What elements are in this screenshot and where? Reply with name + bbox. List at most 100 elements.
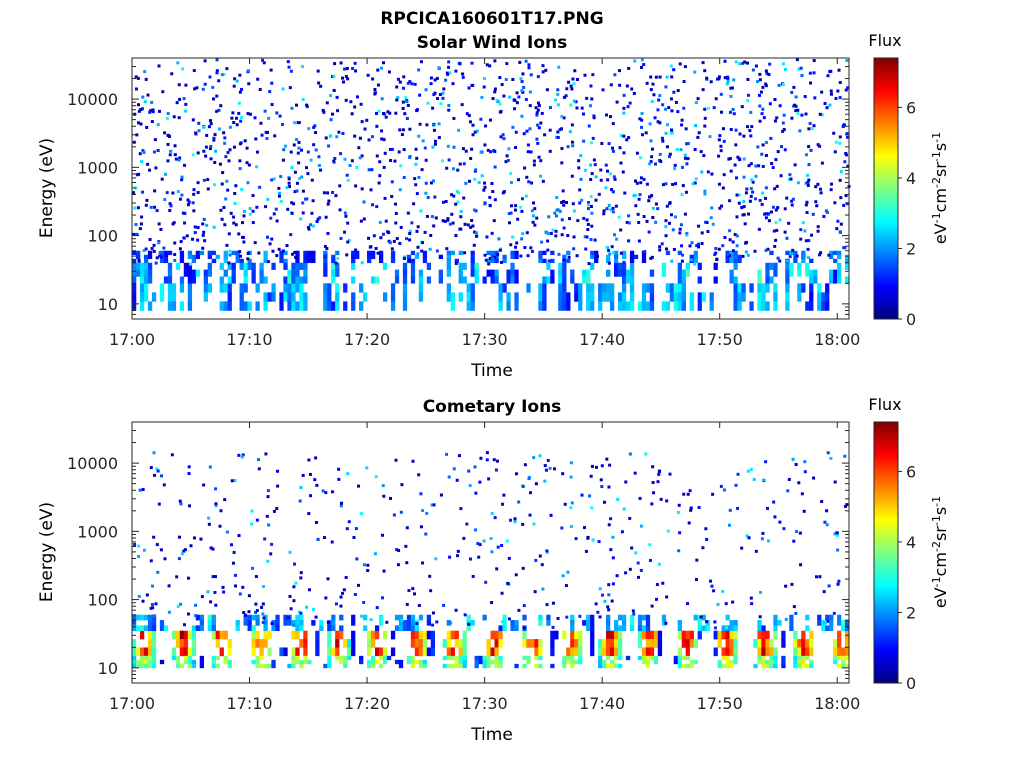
spectrogram-cell	[483, 77, 486, 81]
spectrogram-cell	[209, 600, 213, 604]
spectrogram-cell	[290, 106, 294, 110]
spectrogram-cell	[263, 276, 268, 284]
spectrogram-cell	[173, 153, 177, 157]
axes: 17:00 17:10 17:20 17:30 17:40 17:50 18:0010100…	[67, 57, 860, 349]
spectrogram-cell	[488, 257, 492, 261]
spectrogram-cell	[784, 584, 788, 588]
spectrogram-cell	[649, 88, 653, 92]
spectrogram-cell	[709, 292, 714, 302]
spectrogram-cell	[138, 227, 142, 231]
spectrogram-cell	[605, 457, 609, 461]
spectrogram-cell	[642, 63, 646, 67]
spectrogram-cell	[546, 620, 551, 626]
spectrogram-cell	[838, 135, 842, 139]
spectrogram-cell	[697, 224, 701, 228]
spectrogram-cell	[773, 244, 777, 248]
spectrogram-cell	[845, 620, 850, 626]
spectrogram-cell	[223, 283, 228, 293]
spectrogram-cell	[670, 109, 674, 113]
spectrogram-cell	[160, 177, 164, 181]
spectrogram-cell	[594, 465, 598, 469]
spectrogram-cell	[668, 472, 672, 476]
spectrogram-cell	[147, 254, 153, 260]
spectrogram-cell	[729, 625, 734, 632]
spectrogram-cell	[789, 262, 794, 270]
spectrogram-cell	[156, 469, 160, 473]
spectrogram-cell	[494, 647, 499, 657]
spectrogram-cell	[664, 234, 668, 238]
spectrogram-cell	[598, 283, 603, 293]
spectrogram-cell	[725, 82, 729, 86]
spectrogram-cell	[402, 292, 408, 302]
spectrogram-cell	[589, 195, 593, 199]
spectrogram-cell	[676, 110, 680, 114]
spectrogram-cell	[473, 177, 477, 181]
spectrogram-cell	[813, 276, 818, 284]
spectrogram-cell	[245, 161, 249, 165]
spectrogram-cell	[590, 625, 595, 632]
spectrogram-cell	[728, 110, 732, 114]
spectrogram-cell	[331, 254, 336, 260]
spectrogram-cell	[806, 183, 810, 187]
spectrogram-cell	[600, 485, 604, 489]
spectrogram-cell	[360, 261, 364, 265]
spectrogram-cell	[550, 258, 555, 264]
spectrogram-cell	[258, 185, 262, 189]
spectrogram-cell	[215, 655, 220, 661]
spectrogram-cell	[569, 103, 573, 107]
spectrogram-cell	[845, 202, 849, 206]
spectrogram-cell	[295, 181, 299, 185]
spectrogram-cell	[346, 472, 350, 476]
spectrogram-cell	[186, 203, 190, 207]
spectrogram-cell	[665, 123, 669, 127]
spectrogram-cell	[653, 639, 659, 648]
spectrogram-cell	[751, 180, 755, 184]
spectrogram-cell	[295, 269, 300, 277]
spectrogram-cell	[228, 125, 232, 129]
spectrogram-cell	[287, 292, 292, 302]
spectrogram-cell	[590, 262, 595, 270]
spectrogram-cell	[756, 145, 760, 149]
spectrogram-cell	[621, 620, 627, 626]
spectrogram-cell	[474, 269, 479, 277]
spectrogram-cell	[535, 111, 539, 115]
spectrogram-cell	[263, 663, 268, 669]
spectrogram-cell	[398, 620, 404, 626]
spectrogram-cell	[175, 663, 181, 669]
spectrogram-cell	[301, 201, 305, 205]
spectrogram-cell	[192, 188, 196, 192]
spectrogram-cell	[397, 548, 401, 552]
colorbar-tick-label: 4	[906, 533, 916, 552]
spectrogram-cell	[459, 507, 463, 511]
spectrogram-cell	[405, 237, 409, 241]
spectrogram-cell	[677, 283, 682, 293]
spectrogram-cell	[155, 209, 159, 213]
spectrogram-cell	[652, 491, 656, 495]
spectrogram-cell	[335, 283, 340, 293]
spectrogram-cell	[381, 232, 385, 236]
spectrogram-cell	[235, 625, 240, 632]
spectrogram-cell	[793, 647, 798, 657]
spectrogram-cell	[591, 136, 595, 140]
spectrogram-cell	[218, 524, 222, 528]
spectrogram-cell	[538, 283, 543, 293]
spectrogram-cell	[346, 77, 350, 81]
spectrogram-cell	[657, 647, 663, 657]
spectrogram-cell	[377, 181, 381, 185]
spectrogram-cell	[493, 87, 497, 91]
spectrogram-cell	[455, 478, 459, 482]
spectrogram-cell	[247, 625, 252, 632]
figure-title: RPCICA160601T17.PNG	[380, 9, 603, 29]
spectrogram-cell	[641, 292, 647, 302]
spectrogram-cell	[418, 663, 424, 669]
spectrogram-cell	[359, 219, 363, 223]
spectrogram-cell	[499, 135, 503, 139]
spectrogram-cell	[822, 214, 826, 218]
spectrogram-cell	[645, 182, 649, 186]
spectrogram-cell	[566, 647, 571, 657]
spectrogram-cell	[303, 292, 308, 302]
spectrogram-cell	[142, 150, 146, 154]
spectrogram-cell	[416, 245, 420, 249]
spectrogram-cell	[461, 75, 465, 79]
spectrogram-cell	[622, 134, 626, 138]
